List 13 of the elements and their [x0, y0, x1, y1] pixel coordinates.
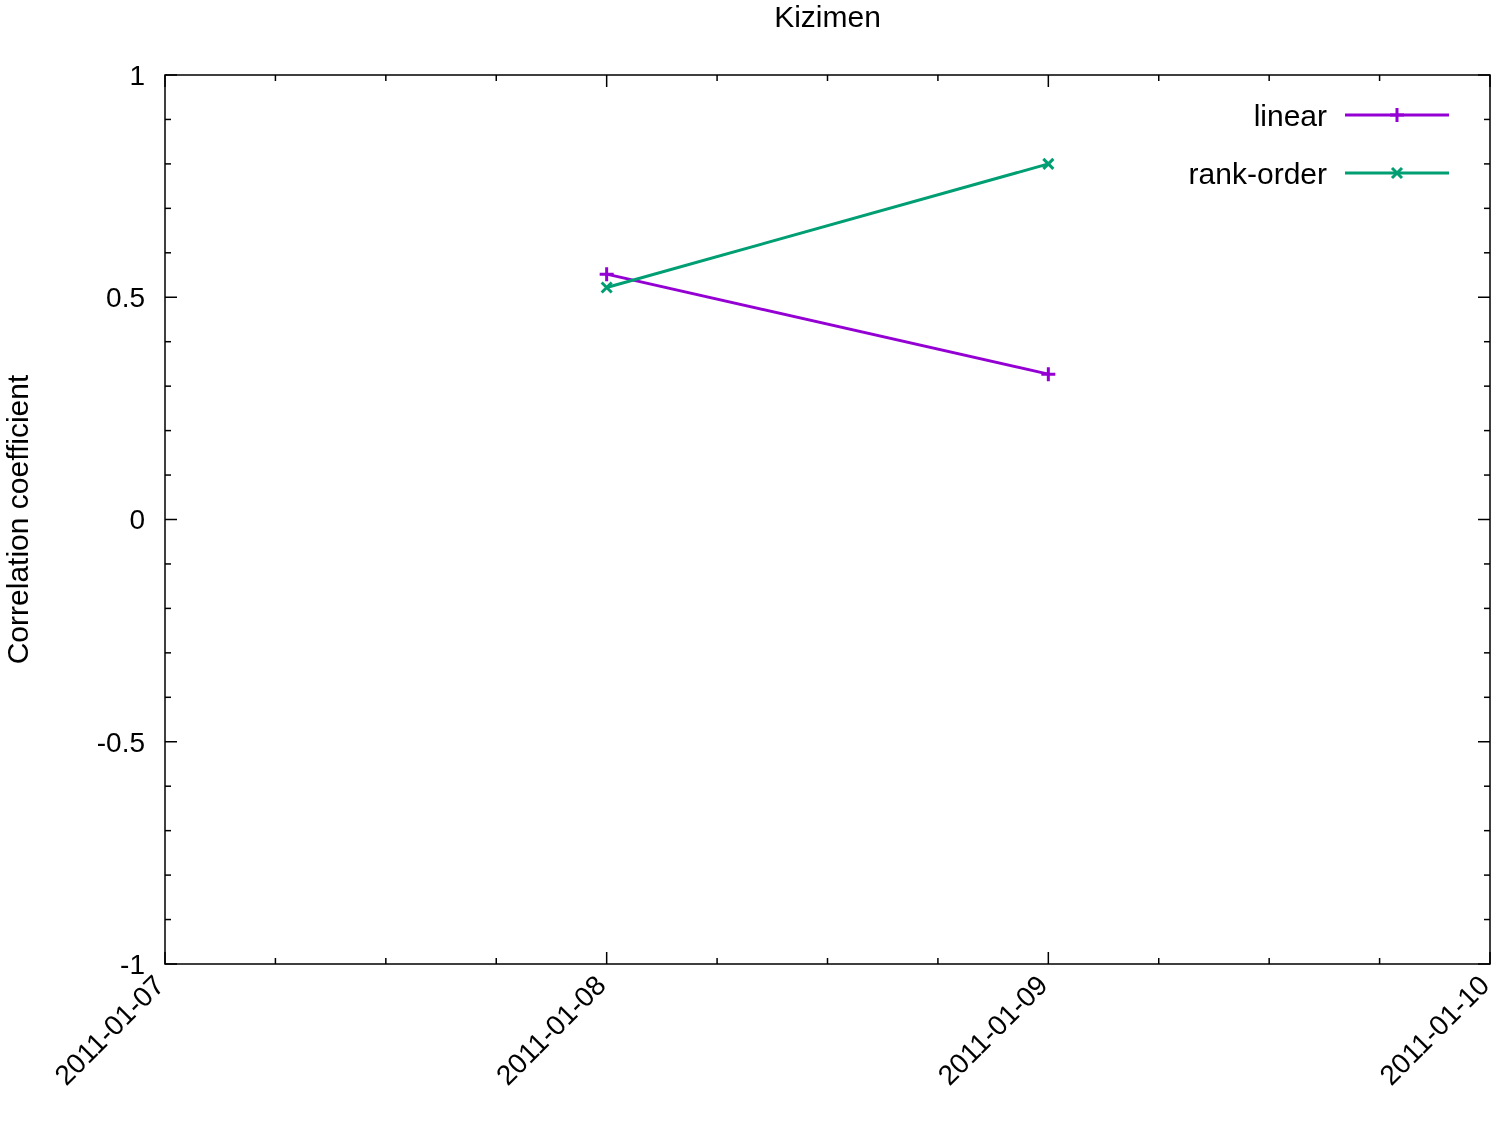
legend-label: rank-order [1188, 156, 1327, 190]
point [598, 265, 616, 283]
y-tick-label: 0 [129, 504, 145, 536]
y-tick-label: -0.5 [96, 726, 145, 758]
point [1041, 157, 1055, 171]
y-tick-label: 0.5 [106, 282, 145, 314]
legend-label: linear [1253, 98, 1328, 132]
point [600, 280, 614, 294]
y-axis-title: Correlation coefficient [1, 374, 34, 665]
y-tick-label: 1 [129, 59, 145, 91]
chart-title: Kizimen [774, 0, 881, 33]
y-tick-label: -1 [120, 948, 145, 980]
point [1039, 365, 1057, 383]
